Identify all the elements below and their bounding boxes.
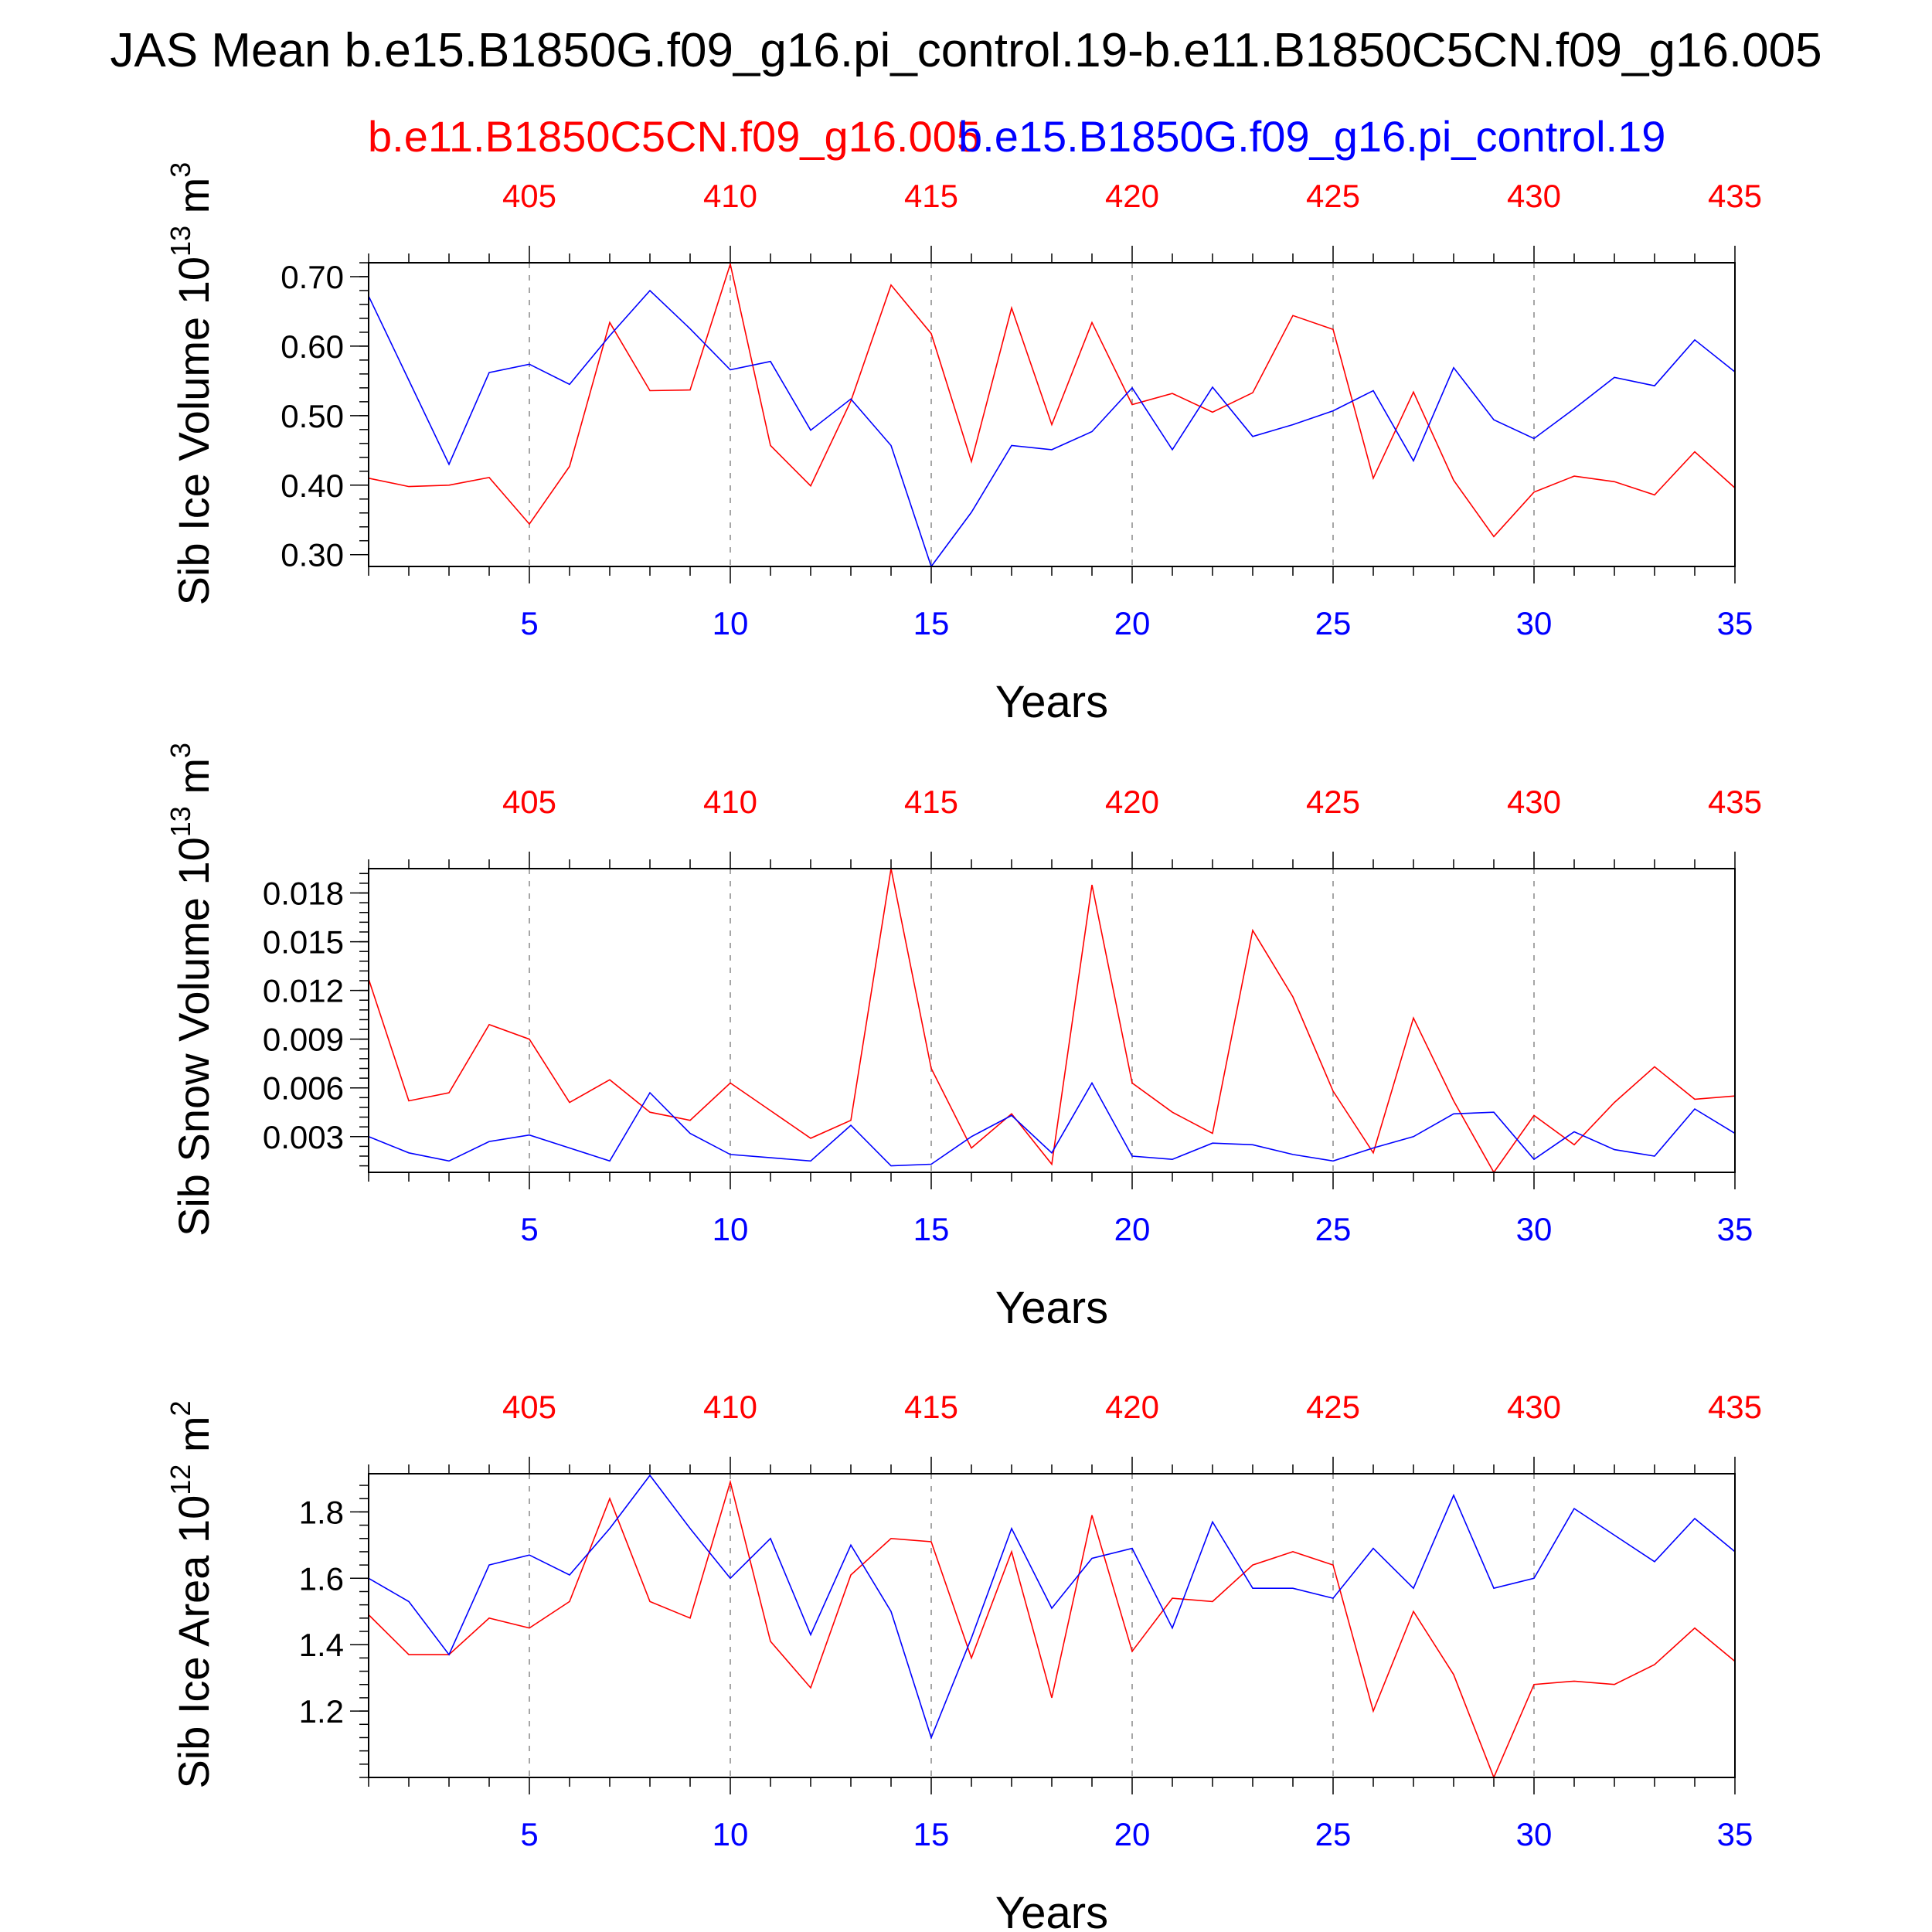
y-tick-label: 0.70 — [281, 259, 344, 295]
x-tick-label: 15 — [913, 605, 950, 641]
panel-3: 1.2 1.4 1.6 1.8 5 405 10 410 15 415 20 420 25 425 30 43… — [165, 1389, 1762, 1932]
y-axis-label-text: Sib Ice Volume 10 — [169, 257, 218, 605]
x-axis-label: Years — [995, 677, 1108, 727]
x-tick-label: 35 — [1717, 1816, 1753, 1852]
x-top-tick-label: 410 — [703, 1389, 757, 1425]
x-top-tick-label: 430 — [1507, 1389, 1561, 1425]
y-tick-label: 1.8 — [299, 1494, 344, 1530]
x-tick-label: 25 — [1315, 1816, 1352, 1852]
y-axis-label-exp: 13 — [165, 806, 196, 837]
x-top-tick-label: 425 — [1306, 178, 1360, 214]
x-tick-label: 15 — [913, 1211, 950, 1247]
plot-frame — [368, 868, 1736, 1173]
x-axis-label: Years — [995, 1283, 1108, 1333]
y-axis-label: Sib Ice Area 1012 m2 — [165, 1400, 218, 1788]
y-tick-label: 0.60 — [281, 328, 344, 365]
y-axis-label: Sib Snow Volume 1013 m3 — [165, 743, 218, 1236]
x-tick-label: 35 — [1717, 605, 1753, 641]
y-axis-label-unit-exp: 3 — [165, 162, 196, 178]
y-tick-label: 1.6 — [299, 1560, 344, 1597]
y-tick-label: 0.30 — [281, 537, 344, 573]
x-tick-label: 25 — [1315, 605, 1352, 641]
x-top-tick-label: 415 — [904, 178, 958, 214]
legend-case-blue: b.e15.B1850G.f09_g16.pi_control.19 — [958, 112, 1665, 161]
x-tick-label: 5 — [520, 1211, 538, 1247]
x-top-tick-label: 410 — [703, 784, 757, 820]
x-tick-label: 20 — [1114, 1211, 1151, 1247]
x-top-tick-label: 425 — [1306, 1389, 1360, 1425]
x-top-tick-label: 415 — [904, 784, 958, 820]
y-tick-label: 0.015 — [263, 924, 344, 961]
series-line-blue — [368, 1081, 1736, 1167]
y-axis-label-exp: 12 — [165, 1464, 196, 1495]
series-line-red — [368, 868, 1736, 1174]
x-top-tick-label: 435 — [1708, 784, 1762, 820]
x-tick-label: 20 — [1114, 605, 1151, 641]
x-top-tick-label: 435 — [1708, 178, 1762, 214]
x-top-tick-label: 415 — [904, 1389, 958, 1425]
x-tick-label: 10 — [713, 1211, 749, 1247]
panel-2: 0.003 0.006 0.009 0.012 0.015 0.018 5 405 10 410 1… — [165, 743, 1762, 1333]
x-top-tick-label: 410 — [703, 178, 757, 214]
x-tick-label: 30 — [1516, 1816, 1553, 1852]
legend-case-red: b.e11.B1850C5CN.f09_g16.005 — [368, 112, 981, 161]
figure-title: JAS Mean b.e15.B1850G.f09_g16.pi_control… — [110, 24, 1821, 77]
y-tick-label: 0.003 — [263, 1119, 344, 1155]
y-tick-label: 0.018 — [263, 876, 344, 912]
plot-frame — [368, 1473, 1736, 1778]
y-axis-label-unit: m — [169, 758, 218, 806]
x-top-tick-label: 405 — [502, 1389, 556, 1425]
x-top-tick-label: 435 — [1708, 1389, 1762, 1425]
y-axis-label-unit-exp: 2 — [165, 1400, 196, 1416]
y-axis-label-unit: m — [169, 1416, 218, 1464]
x-top-tick-label: 430 — [1507, 178, 1561, 214]
x-top-tick-label: 405 — [502, 784, 556, 820]
y-axis-label: Sib Ice Volume 1013 m3 — [165, 162, 218, 606]
panel-1: 0.30 0.40 0.50 0.60 0.70 5 405 10 410 15 415 20 420 2… — [165, 162, 1762, 727]
y-axis-label-unit: m — [169, 178, 218, 226]
y-tick-label: 0.40 — [281, 468, 344, 504]
y-tick-label: 1.4 — [299, 1627, 344, 1663]
x-top-tick-label: 430 — [1507, 784, 1561, 820]
y-axis-label-text: Sib Snow Volume 10 — [169, 837, 218, 1236]
x-top-tick-label: 420 — [1105, 784, 1159, 820]
y-axis-label-unit-exp: 3 — [165, 743, 196, 758]
x-tick-label: 5 — [520, 605, 538, 641]
x-top-tick-label: 425 — [1306, 784, 1360, 820]
y-tick-label: 0.012 — [263, 973, 344, 1009]
x-tick-label: 10 — [713, 1816, 749, 1852]
y-axis-label-text: Sib Ice Area 10 — [169, 1495, 218, 1789]
x-top-tick-label: 420 — [1105, 1389, 1159, 1425]
x-tick-label: 10 — [713, 605, 749, 641]
x-tick-label: 30 — [1516, 605, 1553, 641]
x-top-tick-label: 420 — [1105, 178, 1159, 214]
x-tick-label: 35 — [1717, 1211, 1753, 1247]
plot-frame — [368, 262, 1736, 567]
x-tick-label: 25 — [1315, 1211, 1352, 1247]
y-tick-label: 0.50 — [281, 398, 344, 434]
x-top-tick-label: 405 — [502, 178, 556, 214]
series-line-red — [368, 261, 1736, 538]
series-line-blue — [368, 1474, 1736, 1740]
y-tick-label: 1.2 — [299, 1693, 344, 1730]
x-tick-label: 5 — [520, 1816, 538, 1852]
x-tick-label: 30 — [1516, 1211, 1553, 1247]
chart-panels: 0.30 0.40 0.50 0.60 0.70 5 405 10 410 15 415 20 420 2… — [165, 162, 1762, 1932]
series-line-blue — [368, 289, 1736, 568]
y-axis-label-exp: 13 — [165, 226, 196, 257]
x-tick-label: 20 — [1114, 1816, 1151, 1852]
x-axis-label: Years — [995, 1888, 1108, 1932]
x-tick-label: 15 — [913, 1816, 950, 1852]
y-tick-label: 0.009 — [263, 1022, 344, 1058]
y-tick-label: 0.006 — [263, 1070, 344, 1107]
series-line-red — [368, 1479, 1736, 1780]
